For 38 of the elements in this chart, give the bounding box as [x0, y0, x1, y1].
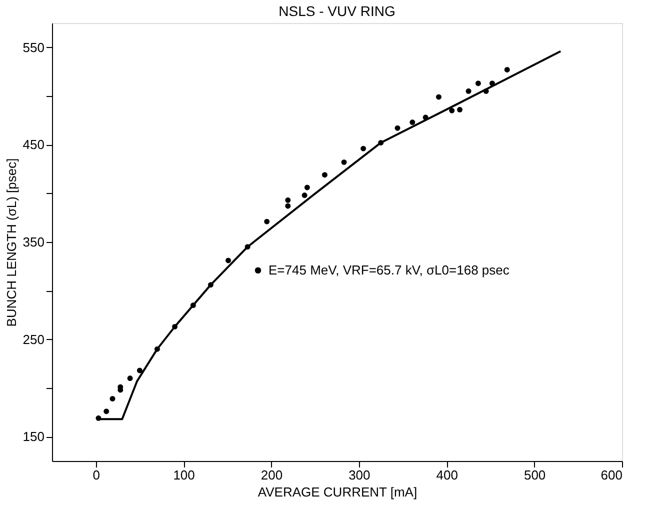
point: [436, 94, 442, 100]
point: [410, 120, 416, 126]
x-tick-label: 100: [173, 468, 195, 482]
x-tick-label: 400: [436, 468, 458, 482]
x-tick-label: 600: [600, 468, 622, 482]
point: [136, 368, 142, 374]
x-axis-title: AVERAGE CURRENT [mA]: [258, 484, 418, 500]
point: [304, 184, 310, 190]
legend-label: E=745 MeV, VRF=65.7 kV, σL0=168 psec: [268, 262, 510, 278]
y-tick-label: 450: [22, 137, 44, 152]
chart-title: NSLS - VUV RING: [278, 3, 396, 19]
point: [285, 197, 291, 203]
point: [264, 218, 270, 224]
point: [110, 396, 116, 402]
point: [341, 159, 347, 165]
point: [394, 125, 400, 131]
point: [449, 108, 455, 114]
point: [466, 88, 472, 94]
x-tick-label: 300: [348, 468, 370, 482]
point: [360, 146, 366, 152]
x-tick-label: 200: [260, 468, 283, 482]
point: [104, 408, 110, 414]
y-axis-title: BUNCH LENGTH (σL) [psec]: [4, 158, 19, 327]
y-tick-label: 550: [22, 40, 44, 55]
point: [457, 106, 463, 112]
point: [96, 415, 102, 421]
point: [475, 80, 481, 86]
y-tick-label: 250: [22, 332, 44, 347]
point: [127, 376, 133, 381]
point: [226, 258, 231, 264]
x-tick-label: 500: [524, 468, 546, 482]
point: [302, 192, 308, 198]
point: [504, 66, 510, 72]
point: [322, 172, 328, 178]
point: [285, 203, 291, 209]
x-tick-label: 0: [92, 468, 100, 482]
y-tick-label: 350: [22, 234, 44, 250]
y-tick-label: 150: [22, 429, 44, 444]
